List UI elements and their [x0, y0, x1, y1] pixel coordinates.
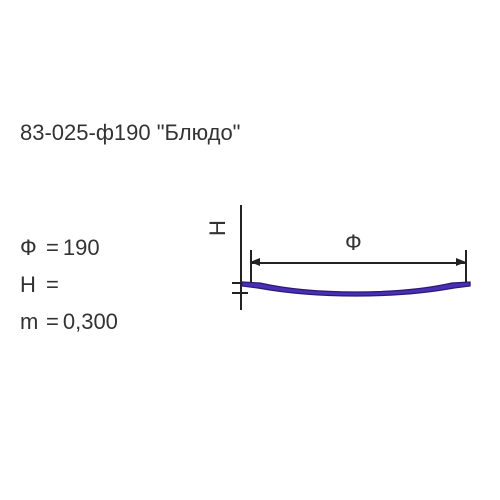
spec-phi-eq: =: [46, 230, 59, 265]
spec-phi-label: Ф: [20, 230, 42, 265]
spec-list: Ф = 190 H = m = 0,300: [20, 230, 118, 342]
spec-h-label: H: [20, 267, 42, 302]
h-axis-label: H: [205, 220, 231, 236]
spec-phi: Ф = 190: [20, 230, 118, 265]
spec-m-eq: =: [46, 304, 59, 339]
spec-h: H =: [20, 267, 118, 302]
plate-side-view: [240, 280, 472, 300]
spec-m-label: m: [20, 304, 42, 339]
spec-h-eq: =: [46, 267, 59, 302]
plate-path: [242, 282, 470, 296]
spec-m-value: 0,300: [63, 304, 118, 339]
phi-dim-line: [250, 262, 465, 264]
spec-m: m = 0,300: [20, 304, 118, 339]
product-title: 83-025-ф190 "Блюдо": [20, 120, 240, 146]
phi-dim-label: Ф: [345, 230, 362, 256]
phi-arrow-left-icon: [250, 258, 260, 266]
diagram-area: H Ф: [210, 200, 480, 330]
spec-phi-value: 190: [63, 230, 100, 265]
